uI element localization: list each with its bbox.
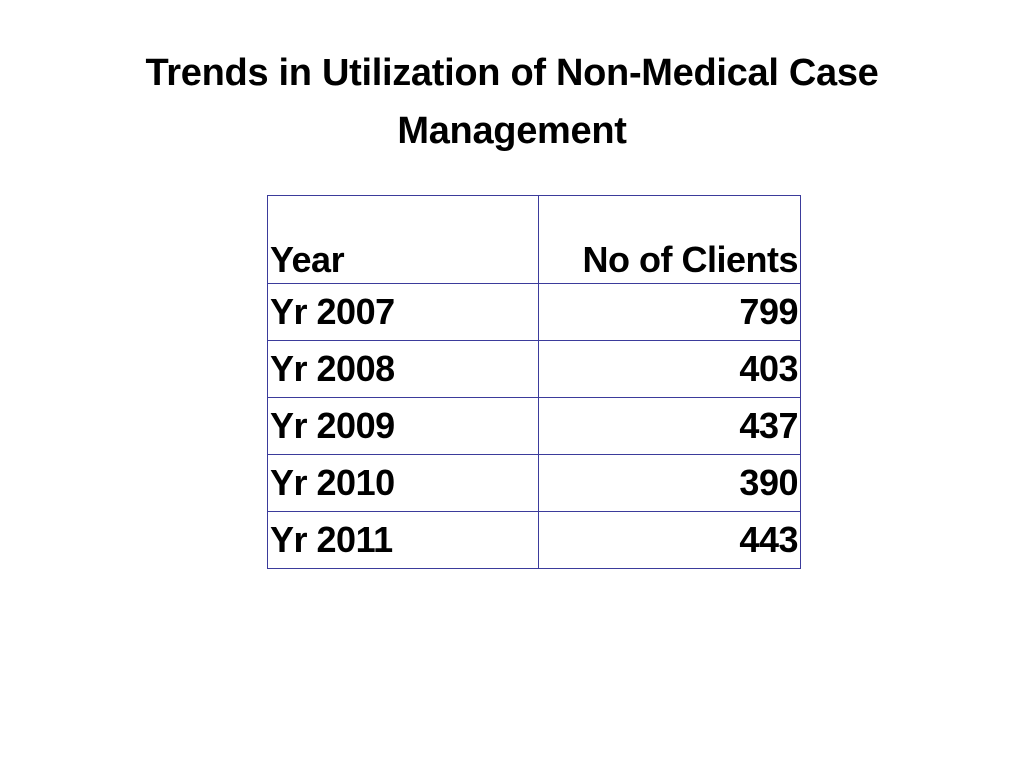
slide-title-line-1: Trends in Utilization of Non-Medical Cas…	[145, 52, 879, 94]
clients-column-header: No of Clients	[537, 195, 802, 284]
clients-cell: 443	[537, 511, 802, 569]
slide-title: Trends in Utilization of Non-Medical Cas…	[62, 44, 962, 160]
table-header-row: Year No of Clients	[267, 195, 802, 284]
year-cell: Yr 2008	[267, 340, 539, 398]
year-cell: Yr 2011	[267, 511, 539, 569]
slide-title-line-2: Management	[397, 110, 627, 152]
year-cell: Yr 2009	[267, 397, 539, 455]
clients-cell: 437	[537, 397, 802, 455]
clients-table: Year No of Clients Yr 2007 799 Yr 2008 4…	[267, 195, 802, 569]
clients-cell: 799	[537, 283, 802, 341]
table-row: Yr 2008 403	[267, 340, 802, 398]
table-row: Yr 2011 443	[267, 511, 802, 569]
clients-cell: 403	[537, 340, 802, 398]
clients-cell: 390	[537, 454, 802, 512]
table-row: Yr 2007 799	[267, 283, 802, 341]
year-cell: Yr 2007	[267, 283, 539, 341]
table-row: Yr 2010 390	[267, 454, 802, 512]
year-column-header: Year	[267, 195, 539, 284]
table-row: Yr 2009 437	[267, 397, 802, 455]
year-cell: Yr 2010	[267, 454, 539, 512]
